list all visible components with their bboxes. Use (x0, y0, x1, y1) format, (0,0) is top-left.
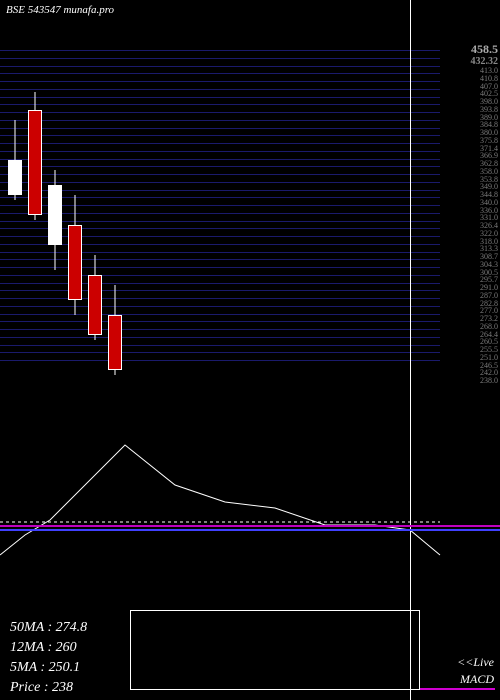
grid-hline (0, 166, 440, 167)
candle-body (48, 185, 62, 245)
candle (68, 20, 82, 390)
grid-hline (0, 244, 440, 245)
grid-hline (0, 213, 440, 214)
candle-body (8, 160, 22, 195)
grid-hline (0, 290, 440, 291)
grid-hline (0, 259, 440, 260)
grid-hline (0, 182, 440, 183)
grid-hline (0, 205, 440, 206)
grid-hline (0, 267, 440, 268)
grid-hline (0, 190, 440, 191)
grid-hline (0, 352, 440, 353)
grid-hline (0, 221, 440, 222)
grid-hline (0, 58, 440, 59)
live-label: <<Live (457, 655, 494, 670)
grid-hline (0, 73, 440, 74)
candle (108, 20, 122, 390)
grid-hline (0, 360, 440, 361)
price-text: Price : 238 (10, 680, 73, 696)
chart-container: BSE 543547 munafa.pro 458.5 432.32 413.0… (0, 0, 500, 700)
price-panel: 458.5 432.32 413.0410.8407.0402.5398.039… (0, 20, 500, 390)
grid-hline (0, 337, 440, 338)
grid-hline (0, 298, 440, 299)
grid-hline (0, 143, 440, 144)
candle-body (108, 315, 122, 370)
candle (48, 20, 62, 390)
candle (28, 20, 42, 390)
grid-hline (0, 104, 440, 105)
ma50-text: 50MA : 274.8 (10, 620, 87, 636)
candle-body (88, 275, 102, 335)
grid-hline (0, 329, 440, 330)
grid-hline (0, 89, 440, 90)
ma12-text: 12MA : 260 (10, 640, 77, 656)
grid-hline (0, 120, 440, 121)
grid-hline (0, 228, 440, 229)
grid-hline (0, 66, 440, 67)
grid-hline (0, 306, 440, 307)
candle (8, 20, 22, 390)
grid-hline (0, 197, 440, 198)
pink-bottom-line (420, 688, 495, 690)
grid-hline (0, 112, 440, 113)
grid-hline (0, 50, 440, 51)
grid-hline (0, 283, 440, 284)
grid-hline (0, 321, 440, 322)
candle-body (68, 225, 82, 300)
grid-hline (0, 314, 440, 315)
grid-hline (0, 97, 440, 98)
grid-hline (0, 81, 440, 82)
macd-label: MACD (460, 672, 494, 687)
grid-hline (0, 151, 440, 152)
info-box (130, 610, 420, 690)
grid-hline (0, 252, 440, 253)
grid-area (0, 50, 440, 360)
grid-hline (0, 159, 440, 160)
grid-hline (0, 345, 440, 346)
grid-hline (0, 174, 440, 175)
ma5-text: 5MA : 250.1 (10, 660, 80, 676)
ma-line (0, 445, 440, 555)
grid-hline (0, 135, 440, 136)
grid-hline (0, 236, 440, 237)
ma-panel (0, 390, 500, 600)
price-top: 458.5 (471, 42, 498, 57)
grid-hline (0, 128, 440, 129)
ma-svg (0, 390, 500, 600)
price-label: 238.0 (480, 376, 498, 385)
ma-band-1 (0, 525, 500, 527)
candle-body (28, 110, 42, 215)
candle (88, 20, 102, 390)
ma-band-2 (0, 529, 500, 531)
grid-hline (0, 275, 440, 276)
chart-title: BSE 543547 munafa.pro (6, 4, 114, 16)
